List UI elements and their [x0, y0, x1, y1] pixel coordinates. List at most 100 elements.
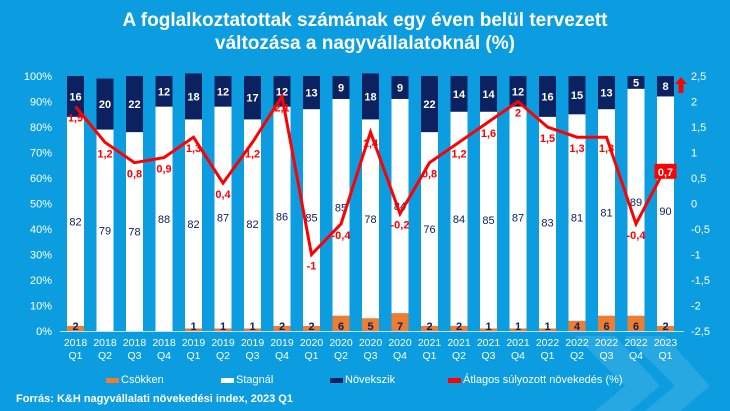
y-left-tick-label: 80%: [30, 122, 52, 134]
x-tick-label-year: 2021: [418, 337, 442, 349]
data-label-csokken: 7: [397, 321, 403, 333]
legend: Csökken Stagnál Növekszik Átlagos súlyoz…: [0, 374, 730, 390]
bar-novekszik: [509, 76, 527, 107]
bar-novekszik: [126, 76, 143, 133]
data-label-novekszik: 20: [99, 99, 111, 111]
data-label-csokken: 6: [633, 321, 639, 333]
bar-novekszik: [657, 76, 674, 97]
y-left-tick-label: 10%: [30, 301, 52, 313]
data-label-stagnal: 84: [453, 214, 465, 226]
x-tick-label-quarter: Q1: [186, 350, 200, 362]
data-label-line: 0,8: [422, 169, 437, 181]
x-tick-label-year: 2020: [300, 337, 324, 349]
x-tick-label-year: 2019: [182, 337, 206, 349]
y-left-tick-label: 100%: [24, 71, 52, 83]
bar-novekszik: [244, 76, 261, 120]
x-tick-label-year: 2022: [536, 337, 560, 349]
x-tick-label-quarter: Q3: [599, 350, 613, 362]
bar-csokken: [480, 328, 497, 331]
y-left-tick-label: 20%: [30, 275, 52, 287]
bar-csokken: [509, 328, 527, 331]
data-label-novekszik: 9: [397, 82, 403, 94]
data-label-line: 1,3: [186, 143, 201, 155]
y-left-tick-label: 60%: [30, 173, 52, 185]
data-label-novekszik: 13: [600, 88, 612, 100]
y-right-tick-label: 1,5: [691, 122, 706, 134]
data-label-novekszik: 8: [662, 81, 668, 93]
bar-stagnal: [480, 111, 497, 329]
x-tick-label-quarter: Q1: [422, 350, 436, 362]
decorative-chevrons: [575, 336, 710, 411]
data-label-novekszik: 12: [158, 86, 170, 98]
y-right-tick-label: 2: [691, 97, 697, 109]
data-label-line: 1,9: [68, 113, 83, 125]
data-label-novekszik: 14: [453, 89, 466, 101]
data-label-stagnal: 82: [246, 219, 258, 231]
data-label-csokken: 1: [249, 321, 255, 333]
data-label-line: 1,2: [245, 148, 260, 160]
bar-novekszik: [598, 76, 615, 110]
x-tick-label-quarter: Q3: [245, 350, 259, 362]
chart-title-line1: A foglalkoztatottak számának egy éven be…: [122, 10, 608, 31]
x-tick-label-year: 2020: [329, 337, 353, 349]
bar-novekszik: [539, 76, 556, 117]
data-label-line: 1,6: [481, 128, 496, 140]
bar-csokken: [391, 313, 409, 331]
x-tick-label-quarter: Q2: [98, 350, 112, 362]
bar-novekszik: [155, 76, 173, 107]
data-label-csokken: 1: [220, 321, 226, 333]
bar-csokken: [214, 328, 232, 331]
data-label-novekszik: 16: [69, 91, 81, 103]
bar-stagnal: [568, 114, 586, 321]
data-label-novekszik: 15: [571, 90, 583, 102]
bar-novekszik: [362, 73, 379, 120]
x-tick-label-quarter: Q4: [157, 350, 171, 362]
data-label-csokken: 2: [662, 321, 668, 333]
x-tick-label-year: 2021: [477, 337, 501, 349]
data-label-stagnal: 90: [659, 206, 671, 218]
bar-novekszik: [185, 73, 202, 120]
bar-stagnal: [598, 109, 615, 316]
x-tick-label-quarter: Q4: [511, 350, 525, 362]
legend-swatch-stagnal: [221, 377, 234, 383]
data-label-csokken: 1: [190, 321, 196, 333]
data-label-line: 1,2: [97, 148, 112, 160]
bar-stagnal: [657, 96, 674, 326]
data-label-line: 1,4: [363, 138, 379, 150]
data-label-line: 1,2: [451, 148, 466, 160]
data-label-stagnal: 78: [364, 214, 376, 226]
x-tick-label-quarter: Q3: [127, 350, 141, 362]
data-label-line: 1,5: [540, 133, 555, 145]
x-tick-label-quarter: Q2: [216, 350, 230, 362]
data-label-stagnal: 86: [276, 211, 288, 223]
data-label-stagnal: 88: [158, 214, 170, 226]
bar-stagnal: [126, 132, 143, 331]
bar-stagnal: [214, 106, 232, 329]
bar-novekszik: [67, 76, 84, 117]
x-tick-label-quarter: Q3: [481, 350, 495, 362]
y-right-tick-label: 1: [691, 148, 697, 160]
bar-stagnal: [627, 88, 645, 316]
x-tick-label-year: 2018: [93, 337, 117, 349]
legend-swatch-line: [448, 377, 461, 383]
data-label-stagnal: 87: [217, 213, 229, 225]
data-label-novekszik: 12: [512, 86, 524, 98]
highlight-label-box: [654, 163, 677, 179]
x-tick-label-year: 2019: [211, 337, 235, 349]
y-left-tick-label: 40%: [30, 224, 52, 236]
legend-label: Csökken: [121, 374, 164, 386]
bar-csokken: [185, 328, 202, 331]
y-left-tick-label: 30%: [30, 250, 52, 262]
bar-csokken: [450, 325, 468, 331]
data-label-csokken: 2: [308, 321, 314, 333]
y-left-tick-label: 70%: [30, 148, 52, 160]
data-label-novekszik: 12: [217, 86, 229, 98]
x-tick-label-quarter: Q1: [540, 350, 554, 362]
data-label-stagnal: 78: [128, 227, 140, 239]
data-label-stagnal: 79: [99, 225, 111, 237]
data-label-novekszik: 5: [633, 77, 639, 89]
x-tick-label-quarter: Q1: [68, 350, 82, 362]
data-label-csokken: 6: [338, 321, 344, 333]
bar-stagnal: [96, 129, 114, 331]
x-tick-label-year: 2019: [270, 337, 294, 349]
